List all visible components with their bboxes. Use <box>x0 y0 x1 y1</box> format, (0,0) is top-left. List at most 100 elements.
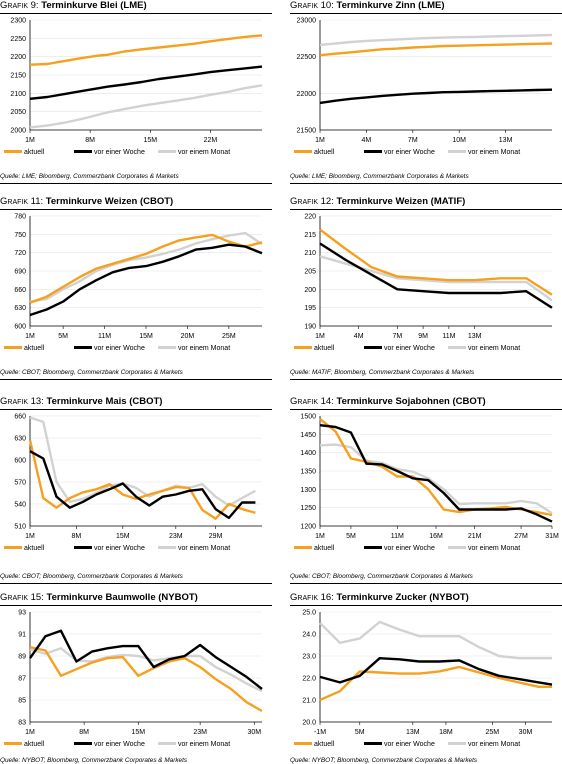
y-tick-label: 660 <box>14 287 26 294</box>
chart-title-text: Terminkurve Mais (CBOT) <box>46 396 163 407</box>
chart-number: Grafik 16: <box>290 592 334 603</box>
chart-number: Grafik 10: <box>290 0 334 11</box>
y-tick-label: 690 <box>14 269 26 276</box>
y-tick-label: 630 <box>14 436 26 443</box>
y-tick-label: 1200 <box>300 524 316 531</box>
y-tick-label: 540 <box>14 502 26 509</box>
y-tick-label: 205 <box>304 269 316 276</box>
y-tick-label: 1350 <box>300 469 316 476</box>
y-tick-label: 2200 <box>10 54 26 61</box>
x-tick-label: 4M <box>354 333 364 340</box>
y-tick-label: 210 <box>304 250 316 257</box>
source-note: Quelle: NYBOT; Bloomberg, Commerzbank Co… <box>290 757 478 764</box>
x-tick-label: 22M <box>204 137 218 144</box>
series-line-vor-einem-monat <box>29 416 256 507</box>
chart-title: Grafik 16: Terminkurve Zucker (NYBOT) <box>290 592 469 603</box>
x-tick-label: 10M <box>452 137 466 144</box>
x-tick-label: 16M <box>429 533 443 540</box>
source-note: Quelle: NYBOT; Bloomberg, Commerzbank Co… <box>0 757 188 764</box>
legend-label-aktuell: aktuell <box>24 545 45 552</box>
y-tick-label: 190 <box>304 324 316 331</box>
chart-mais: 510 540 570 600 630 660 1M 8M 15M 23M 29M aktuell vo… <box>4 414 262 552</box>
legend-label-vor-einem-monat: vor einem Monat <box>468 741 520 748</box>
y-tick-label: 660 <box>14 414 26 421</box>
y-tick-label: 23.0 <box>302 654 316 661</box>
x-tick-label: 8M <box>85 137 95 144</box>
legend-label-vor-einer-woche: vor einer Woche <box>384 345 435 352</box>
source-rule <box>0 583 272 584</box>
chart-number: Grafik 9: <box>0 0 39 11</box>
series-line-vor-einer-woche <box>29 243 263 317</box>
y-tick-label: 220 <box>304 214 316 221</box>
chart-title-text: Terminkurve Zucker (NYBOT) <box>336 592 469 603</box>
y-tick-label: 1450 <box>300 432 316 439</box>
y-tick-label: 195 <box>304 305 316 312</box>
legend-label-vor-einer-woche: vor einer Woche <box>384 545 435 552</box>
title-rule <box>290 409 562 410</box>
chart-number: Grafik 14: <box>290 396 334 407</box>
y-tick-label: 93 <box>18 610 26 617</box>
chart-number: Grafik 15: <box>0 592 44 603</box>
y-tick-label: 21.0 <box>302 698 316 705</box>
series-line-aktuell <box>29 646 263 713</box>
chart-title: Grafik 14: Terminkurve Sojabohnen (CBOT) <box>290 396 486 407</box>
chart-title-text: Terminkurve Zinn (LME) <box>336 0 445 11</box>
legend-label-vor-einer-woche: vor einer Woche <box>94 345 145 352</box>
chart-sojabohnen: 1200 1250 1300 1350 1400 1450 1500 1M 5M 11M 16M 21… <box>294 414 559 552</box>
y-tick-label: 20.0 <box>302 720 316 727</box>
source-note: Quelle: CBOT; Bloomberg, Commerzbank Cor… <box>0 369 183 376</box>
chart-number: Grafik 11: <box>0 196 44 207</box>
x-tick-label: 1M <box>315 137 325 144</box>
legend-label-vor-einer-woche: vor einer Woche <box>384 149 435 156</box>
x-tick-label: 7M <box>408 137 418 144</box>
y-tick-label: 21500 <box>297 128 317 135</box>
legend-label-aktuell: aktuell <box>24 149 45 156</box>
legend-label-vor-einem-monat: vor einem Monat <box>178 149 230 156</box>
series-line-vor-einer-woche <box>319 242 553 309</box>
series-line-aktuell <box>319 228 553 296</box>
x-tick-label: 30M <box>247 729 261 736</box>
y-tick-label: 91 <box>18 632 26 639</box>
legend-label-aktuell: aktuell <box>314 741 335 748</box>
x-tick-label: 1M <box>25 137 35 144</box>
y-tick-label: 89 <box>18 654 26 661</box>
x-tick-label: 15M <box>131 729 145 736</box>
x-tick-label: 20M <box>181 333 195 340</box>
x-tick-label: 13M <box>468 333 482 340</box>
title-rule <box>0 409 272 410</box>
x-tick-label: 5M <box>355 729 365 736</box>
title-rule <box>0 605 272 606</box>
source-rule <box>290 583 562 584</box>
legend-label-vor-einem-monat: vor einem Monat <box>468 149 520 156</box>
x-tick-label: 1M <box>25 333 35 340</box>
series-line-vor-einer-woche <box>319 424 553 523</box>
series-line-vor-einem-monat <box>29 84 263 129</box>
x-tick-label: 8M <box>72 533 82 540</box>
x-tick-label: 23M <box>193 729 207 736</box>
title-rule <box>290 605 562 606</box>
y-tick-label: 2250 <box>10 36 26 43</box>
x-tick-label: 11M <box>391 533 404 540</box>
legend-label-aktuell: aktuell <box>314 345 335 352</box>
y-tick-label: 87 <box>18 676 26 683</box>
y-tick-label: 2050 <box>10 109 26 116</box>
y-tick-label: 750 <box>14 232 26 239</box>
y-tick-label: 1400 <box>300 450 316 457</box>
source-note: Quelle: LME; Bloomberg, Commerzbank Corp… <box>0 173 179 180</box>
x-tick-label: 1M <box>25 729 35 736</box>
source-note: Quelle: CBOT; Bloomberg, Commerzbank Cor… <box>290 573 473 580</box>
y-tick-label: 2150 <box>10 73 26 80</box>
y-tick-label: 1500 <box>300 414 316 421</box>
y-tick-label: 25.0 <box>302 610 316 617</box>
y-tick-label: 2300 <box>10 18 26 25</box>
series-line-aktuell <box>29 233 263 304</box>
legend-label-vor-einem-monat: vor einem Monat <box>468 345 520 352</box>
source-rule <box>0 379 272 380</box>
source-note: Quelle: CBOT; Bloomberg, Commerzbank Cor… <box>0 573 183 580</box>
series-line-aktuell <box>319 42 553 57</box>
x-tick-label: 4M <box>362 137 372 144</box>
source-note: Quelle: MATIF; Bloomberg, Commerzbank Co… <box>290 369 475 376</box>
x-tick-label: 7M <box>392 333 402 340</box>
chart-baumwolle: 83 85 87 89 91 93 1M 8M 15M 23M 30M aktuell vor eine… <box>4 610 263 748</box>
y-tick-label: 23000 <box>297 18 317 25</box>
